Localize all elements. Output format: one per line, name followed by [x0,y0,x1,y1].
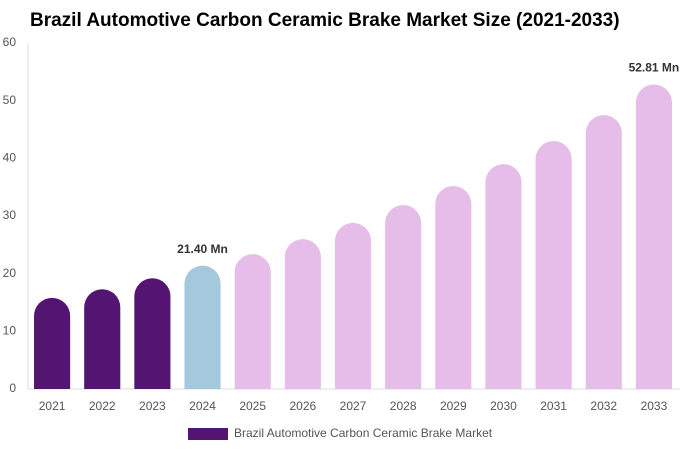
value-label: 21.40 Mn [177,242,228,256]
x-tick-label: 2027 [340,399,367,413]
y-tick-label: 20 [3,266,17,280]
x-tick-label: 2032 [590,399,617,413]
bar [284,239,321,389]
bar [385,205,422,389]
x-tick-label: 2024 [189,399,216,413]
bar [134,278,171,389]
y-tick-label: 40 [3,151,17,165]
bar [34,297,71,389]
bar [585,115,622,390]
x-tick-label: 2029 [440,399,467,413]
bar [635,84,672,389]
bar [234,254,271,389]
bar [334,222,372,389]
x-tick-label: 2022 [89,399,116,413]
y-tick-label: 60 [3,35,17,49]
bar [485,164,522,389]
x-tick-label: 2023 [139,399,166,413]
x-tick-label: 2025 [239,399,266,413]
x-tick-label: 2026 [289,399,316,413]
value-label: 52.81 Mn [629,61,680,75]
x-tick-label: 2021 [39,399,66,413]
y-tick-label: 30 [3,208,17,222]
x-tick-label: 2033 [641,399,668,413]
chart-title: Brazil Automotive Carbon Ceramic Brake M… [30,10,620,31]
x-tick-label: 2031 [540,399,567,413]
y-tick-label: 0 [9,381,16,395]
bar [184,265,221,389]
legend-label: Brazil Automotive Carbon Ceramic Brake M… [234,426,493,440]
bar [435,186,472,389]
x-tick-label: 2030 [490,399,517,413]
bar [84,289,121,389]
x-tick-label: 2028 [390,399,417,413]
legend-swatch [188,428,228,440]
bar [535,141,572,389]
y-tick-label: 50 [3,93,17,107]
y-tick-label: 10 [3,324,17,338]
